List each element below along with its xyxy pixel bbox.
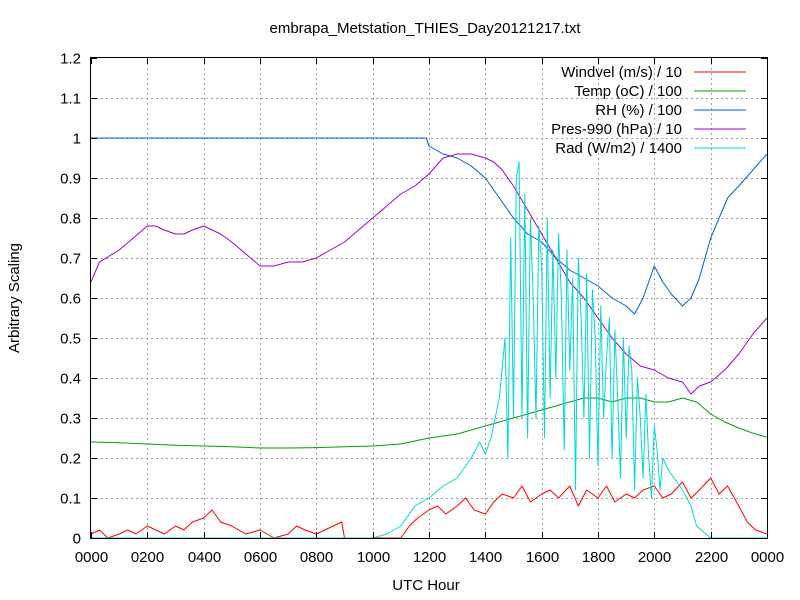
x-tick-label: 2200 (695, 549, 728, 566)
series-line-rad-w-m2-1400 (91, 161, 767, 539)
y-tick-label: 0.6 (60, 291, 81, 308)
x-tick-label: 0200 (131, 549, 164, 566)
y-tick-label: 0.5 (60, 331, 81, 348)
x-tick-label: 1200 (413, 549, 446, 566)
y-tick-label: 0.8 (60, 211, 81, 228)
y-tick-label: 0.3 (60, 411, 81, 428)
legend: Windvel (m/s) / 10 Temp (oC) / 100 RH (%) … (551, 64, 746, 157)
legend-label: RH (%) / 100 (595, 102, 682, 119)
legend-label: Pres-990 (hPa) / 10 (551, 121, 682, 138)
x-tick-label: 2000 (638, 549, 671, 566)
series-line-windvel-m-s-10 (90, 477, 768, 539)
legend-label: Windvel (m/s) / 10 (561, 64, 682, 81)
y-tick-label: 0.4 (60, 371, 81, 388)
x-tick-label: 0600 (244, 549, 277, 566)
y-axis: 0 0.1 0.2 0.3 0.4 0.5 0.6 0.7 0.8 0.9 1 1.1 1.2 (60, 51, 767, 548)
x-tick-label: 1800 (582, 549, 615, 566)
x-tick-label: 0000 (75, 549, 108, 566)
legend-label: Rad (W/m2) / 1400 (555, 140, 682, 157)
x-tick-label: 0000 (751, 549, 784, 566)
y-axis-label: Arbitrary Scaling (6, 243, 23, 353)
y-tick-label: 0.7 (60, 251, 81, 268)
series-line-pres-990-hpa-10 (90, 153, 768, 395)
series-line-rh-100 (91, 137, 768, 315)
plot-frame (90, 57, 768, 539)
y-tick-label: 0.1 (60, 491, 81, 508)
y-tick-label: 0.2 (60, 451, 81, 468)
x-tick-label: 1600 (526, 549, 559, 566)
series-layer (90, 137, 768, 539)
x-axis: 0000 0200 0400 0600 0800 1000 1200 1400 1600 1800… (75, 58, 784, 566)
y-tick-label: 1 (73, 131, 81, 148)
y-tick-label: 0 (73, 531, 81, 548)
chart-title: embrapa_Metstation_THIES_Day20121217.txt (269, 20, 581, 37)
x-tick-label: 1000 (357, 549, 390, 566)
x-tick-label: 1400 (469, 549, 502, 566)
y-tick-label: 1.2 (60, 51, 81, 68)
x-tick-label: 0800 (300, 549, 333, 566)
y-tick-label: 0.9 (60, 171, 81, 188)
x-axis-label: UTC Hour (392, 577, 460, 594)
legend-label: Temp (oC) / 100 (574, 83, 682, 100)
x-tick-label: 0400 (188, 549, 221, 566)
y-tick-label: 1.1 (60, 91, 81, 108)
